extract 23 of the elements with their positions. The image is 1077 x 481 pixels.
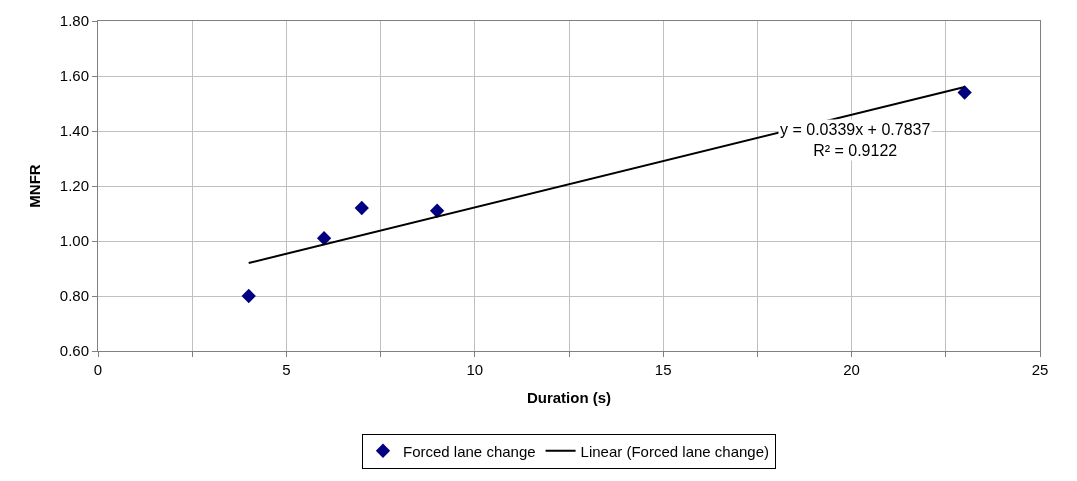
legend-label: Forced lane change [403, 442, 536, 460]
x-tick-label: 25 [1031, 361, 1049, 378]
legend-label: Linear (Forced lane change) [580, 442, 770, 460]
point [241, 288, 256, 304]
y-tick-label: 0.60 [59, 342, 89, 360]
y-tick-label: 1.00 [59, 232, 89, 250]
x-tick-label: 20 [843, 361, 860, 378]
x-tick-label: 15 [654, 361, 672, 378]
x-tick-label: 0 [93, 361, 103, 378]
y-tick-label: 1.80 [59, 12, 89, 30]
point [354, 200, 369, 216]
y-tick-label: 0.80 [59, 287, 89, 305]
point [957, 85, 972, 100]
x-axis-title: Duration (s) [526, 389, 612, 406]
y-tick-label: 1.20 [59, 177, 89, 195]
y-tick-label: 1.40 [59, 122, 89, 140]
point [429, 203, 445, 218]
annotation: y = 0.0339x + 0.7837 R² = 0.9122 [780, 121, 931, 159]
x-tick-label: 5 [282, 361, 291, 378]
point [316, 231, 332, 246]
y-axis-title: MNFR [26, 164, 44, 208]
y-tick-label: 1.60 [59, 67, 89, 85]
x-tick-label: 10 [466, 361, 484, 378]
